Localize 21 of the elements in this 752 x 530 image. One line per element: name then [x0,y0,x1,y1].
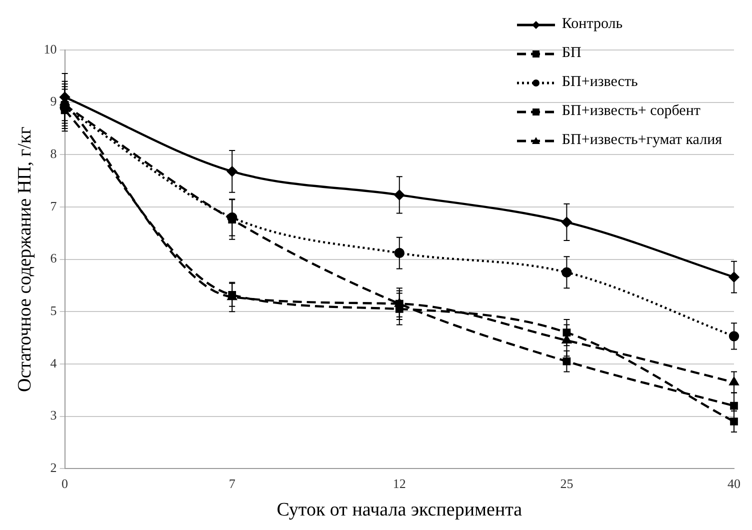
legend-label: БП [562,45,582,62]
y-tick-label: 10 [44,41,57,56]
y-tick-label: 7 [50,198,58,214]
y-tick-label: 4 [50,355,58,370]
y-tick-label: 5 [50,303,57,318]
y-tick-label: 2 [50,460,57,476]
y-tick-label: 8 [50,146,57,162]
x-tick-label: 12 [392,476,406,491]
x-tick-label: 40 [728,476,740,491]
y-tick-label: 9 [50,94,57,109]
x-axis-title: Суток от начала эксперимента [276,500,523,521]
legend-label: БП+известь+гумат калия [562,132,722,149]
x-tick-label: 25 [560,476,574,491]
y-axis-title: Остаточное содержание НП, г/кг [14,126,36,392]
y-tick-label: 6 [50,250,58,266]
legend-label: Контроль [562,16,623,33]
x-tick-label: 7 [228,476,236,491]
x-tick-label: 0 [62,476,68,491]
legend-label: БП+известь [562,74,638,91]
legend-label: БП+известь+ сорбент [562,103,700,120]
y-tick-label: 3 [50,408,57,423]
